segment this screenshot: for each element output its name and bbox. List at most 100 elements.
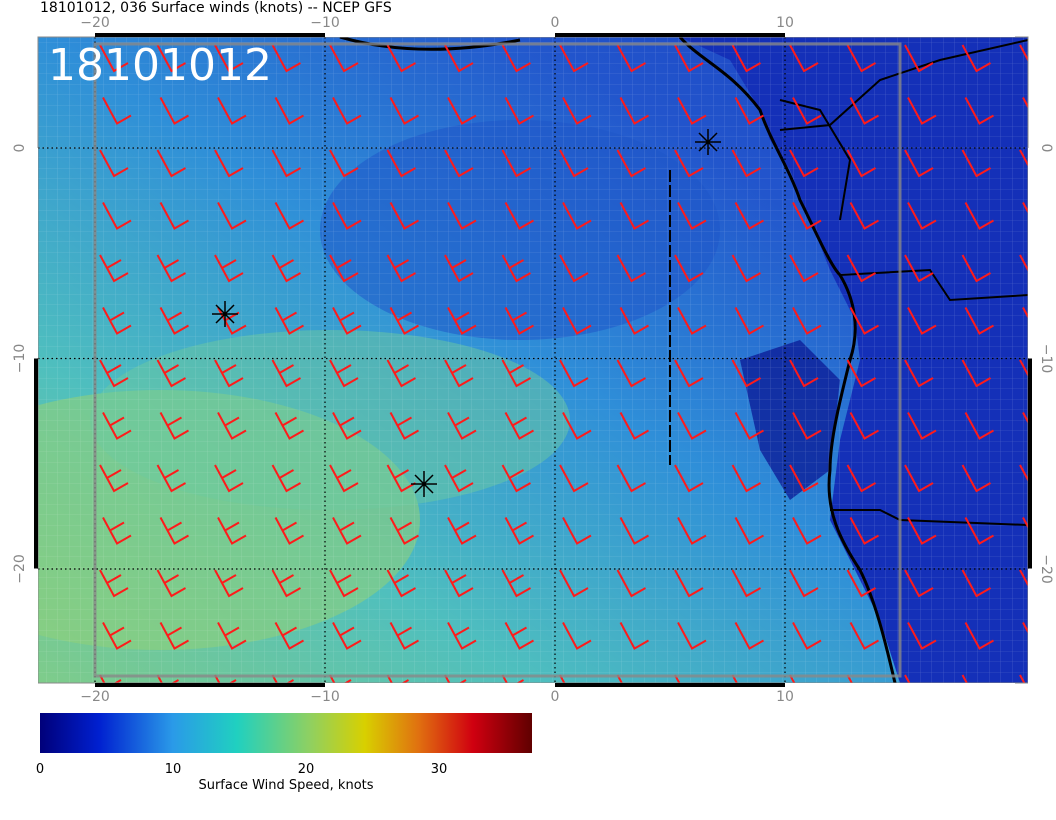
tick-bar: [785, 33, 1015, 37]
wind-barb: [789, 149, 819, 178]
wind-barb: [562, 517, 592, 545]
colorbar-label: Surface Wind Speed, knots: [198, 778, 373, 793]
x-tick-label: −10: [310, 15, 340, 31]
wind-barb: [562, 307, 592, 335]
wind-barb: [329, 149, 359, 178]
wind-barb: [616, 149, 646, 178]
wind-barb: [389, 202, 419, 230]
wind-barb: [386, 254, 416, 283]
wind-barb: [99, 44, 129, 73]
wind-barb: [674, 359, 704, 388]
wind-barb: [159, 622, 189, 650]
colorbar-tick-label: 0: [36, 762, 44, 777]
wind-barb: [444, 254, 474, 283]
wind-barb: [907, 97, 937, 125]
wind-barb: [99, 254, 129, 283]
wind-barb: [271, 359, 301, 388]
wind-barb: [504, 412, 534, 440]
wind-barb: [156, 149, 186, 178]
wind-barb: [274, 307, 304, 335]
wind-barb: [731, 254, 761, 283]
x-tick-label: 0: [551, 15, 560, 31]
y-tick-label: 0: [12, 144, 28, 153]
wind-barb: [447, 97, 477, 125]
wind-barb: [616, 569, 646, 598]
grid: [38, 37, 1028, 683]
wind-barb: [332, 622, 362, 650]
wind-barb: [961, 44, 991, 73]
y-tick-label: −20: [12, 554, 28, 584]
wind-barb: [674, 464, 704, 493]
wind-barb: [1019, 254, 1028, 272]
tick-bar: [1028, 569, 1032, 779]
wind-barb: [329, 674, 352, 683]
wind-barb: [447, 622, 477, 650]
wind-barb: [386, 44, 416, 73]
wind-barb: [792, 622, 822, 650]
y-tick-label: −20: [1038, 554, 1054, 584]
wind-barb: [792, 307, 822, 335]
wind-barb: [616, 44, 646, 73]
wind-barb: [444, 149, 474, 178]
wind-barb: [159, 307, 189, 335]
wind-barb: [734, 517, 764, 545]
wind-barbs: [99, 44, 1028, 683]
wind-barb: [389, 622, 419, 650]
wind-barb: [964, 517, 994, 545]
wind-barb: [444, 44, 474, 73]
wind-barb: [677, 517, 707, 545]
wind-barb: [674, 569, 704, 598]
wind-barb: [562, 202, 592, 230]
wind-barb: [734, 307, 764, 335]
title: 18101012, 036 Surface winds (knots) -- N…: [40, 0, 392, 16]
wind-barb: [964, 202, 994, 230]
wind-barb: [99, 674, 122, 683]
wind-barb: [961, 149, 991, 178]
wind-barb: [734, 412, 764, 440]
wind-barb: [961, 569, 991, 598]
wind-barb: [1019, 149, 1028, 167]
wind-barb: [1019, 569, 1028, 587]
wind-barb: [677, 307, 707, 335]
wind-barb: [904, 359, 934, 388]
wind-barb: [271, 674, 294, 683]
wind-barb: [444, 674, 467, 683]
wind-barb: [447, 517, 477, 545]
wind-barb: [217, 622, 247, 650]
tick-bar: [555, 33, 785, 37]
ticks: −20 −20 −10 −10 0 0 10 10 0 0 −10 −10 −20 −20 0 10 20 30: [12, 15, 1054, 779]
wind-barb: [559, 44, 589, 73]
colorbar: [40, 713, 532, 753]
wind-barb: [389, 517, 419, 545]
wind-barb: [274, 517, 304, 545]
wind-barb: [501, 464, 531, 493]
y-tick-label: −10: [1038, 344, 1054, 374]
colorbar-tick-label: 10: [165, 762, 182, 777]
wind-barb: [447, 412, 477, 440]
wind-barb: [734, 622, 764, 650]
wind-barb: [504, 517, 534, 545]
wind-barb: [619, 307, 649, 335]
wind-barb: [217, 412, 247, 440]
wind-barb: [156, 359, 186, 388]
wind-barb: [102, 517, 132, 545]
wind-barb: [846, 149, 876, 178]
tick-bar: [34, 358, 38, 569]
wind-barb: [562, 97, 592, 125]
wind-barb: [961, 359, 991, 388]
markers: [212, 129, 721, 497]
wind-barb: [789, 359, 819, 388]
tick-bar: [325, 33, 555, 37]
wind-barb: [677, 97, 707, 125]
y-tick-label: 0: [1038, 144, 1054, 153]
wind-barb: [677, 622, 707, 650]
tick-bar: [1028, 358, 1032, 569]
wind-barb: [332, 517, 362, 545]
wind-barb: [731, 569, 761, 598]
wind-barb: [447, 202, 477, 230]
x-tick-label: 10: [776, 689, 794, 705]
x-tick-label: −20: [80, 689, 110, 705]
wind-barb: [907, 307, 937, 335]
wind-barb: [846, 44, 876, 73]
